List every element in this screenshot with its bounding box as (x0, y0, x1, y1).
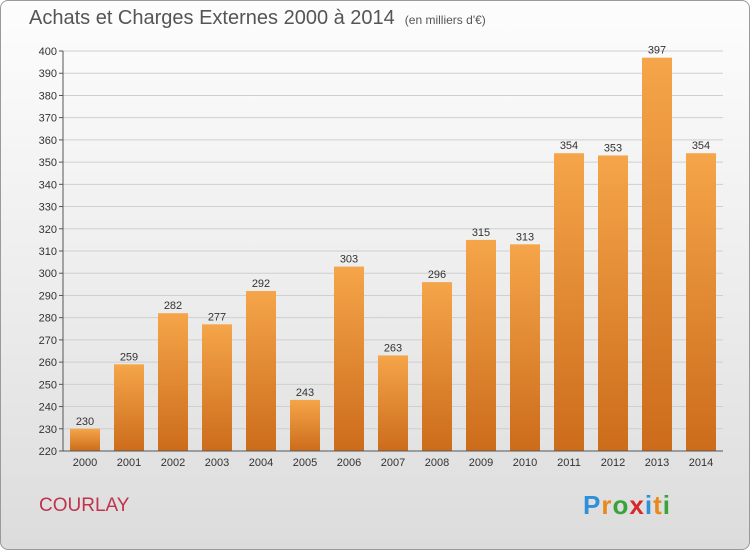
bar[interactable] (378, 355, 408, 451)
bar[interactable] (422, 282, 452, 451)
y-tick-label: 260 (39, 357, 57, 369)
y-tick-label: 340 (39, 179, 57, 191)
x-tick-label: 2014 (689, 457, 713, 469)
bars (70, 57, 716, 452)
data-label: 230 (76, 416, 94, 428)
y-tick-label: 250 (39, 379, 57, 391)
logo-letter: P (583, 490, 602, 520)
bar[interactable] (114, 364, 144, 451)
data-label: 315 (472, 227, 490, 239)
x-tick-label: 2009 (469, 457, 493, 469)
data-label: 277 (208, 311, 226, 323)
y-tick-label: 270 (39, 335, 57, 347)
chart-unit-note: (en milliers d'€) (404, 13, 486, 27)
data-label: 282 (164, 300, 182, 312)
bar[interactable] (554, 153, 584, 451)
bar[interactable] (202, 324, 232, 451)
x-tick-label: 2005 (293, 457, 317, 469)
y-tick-label: 330 (39, 202, 57, 214)
y-tick-label: 280 (39, 313, 57, 325)
bar[interactable] (290, 399, 320, 451)
bar[interactable] (334, 266, 364, 451)
y-tick-label: 240 (39, 402, 57, 414)
x-tick-label: 2008 (425, 457, 449, 469)
y-axis: 220 230 240 250 260 270 280 290 300 310 320 330 340 3… (39, 46, 64, 458)
chart-title: Achats et Charges Externes 2000 à 2014 (e… (29, 7, 486, 30)
logo-letter: i (644, 490, 654, 520)
x-tick-label: 2004 (249, 457, 273, 469)
y-tick-label: 390 (39, 68, 57, 80)
chart-title-text: Achats et Charges Externes 2000 à 2014 (29, 7, 395, 29)
x-tick-label: 2013 (645, 457, 669, 469)
y-tick-label: 300 (39, 268, 57, 280)
bar[interactable] (598, 155, 628, 451)
x-tick-label: 2001 (117, 457, 141, 469)
logo-letter: t (653, 490, 663, 520)
data-label: 397 (648, 45, 666, 57)
bar[interactable] (70, 428, 100, 451)
logo-letter: i (662, 490, 671, 520)
x-tick-label: 2007 (381, 457, 405, 469)
data-label: 296 (428, 269, 446, 281)
data-label: 354 (560, 140, 578, 152)
x-tick-label: 2010 (513, 457, 537, 469)
y-tick-label: 350 (39, 157, 57, 169)
y-tick-label: 310 (39, 246, 57, 258)
x-tick-label: 2011 (557, 457, 581, 469)
y-tick-label: 230 (39, 424, 57, 436)
bar-chart: 220 230 240 250 260 270 280 290 300 310 320 330 340 3… (39, 45, 723, 469)
x-tick-label: 2006 (337, 457, 361, 469)
data-label: 292 (252, 278, 270, 290)
logo-letter: r (601, 490, 613, 520)
data-label: 263 (384, 342, 402, 354)
proxiti-logo[interactable]: Proxiti (583, 490, 671, 521)
x-tick-label: 2002 (161, 457, 185, 469)
bar[interactable] (510, 244, 540, 451)
logo-letter: x (629, 490, 645, 520)
y-tick-label: 370 (39, 113, 57, 125)
bar[interactable] (158, 313, 188, 451)
data-label: 259 (120, 351, 138, 363)
y-tick-label: 380 (39, 90, 57, 102)
data-labels: 230 259 282 277 292 243 303 263 296 315 313 354 353 3… (76, 45, 710, 428)
bar[interactable] (642, 57, 672, 452)
y-tick-label: 400 (39, 46, 57, 58)
bar[interactable] (466, 239, 496, 451)
logo-letter: o (612, 490, 630, 520)
data-label: 243 (296, 387, 314, 399)
data-label: 303 (340, 254, 358, 266)
data-label: 353 (604, 142, 622, 154)
data-label: 354 (692, 140, 710, 152)
y-tick-label: 320 (39, 224, 57, 236)
x-tick-label: 2012 (601, 457, 625, 469)
y-tick-label: 290 (39, 290, 57, 302)
x-tick-label: 2003 (205, 457, 229, 469)
x-axis: 2000 2001 2002 2003 2004 2005 2006 2007 2008 2009… (63, 450, 723, 469)
commune-name: COURLAY (39, 495, 130, 516)
x-tick-label: 2000 (73, 457, 97, 469)
bar[interactable] (686, 153, 716, 451)
y-tick-label: 220 (39, 446, 57, 458)
bar[interactable] (246, 291, 276, 451)
y-tick-label: 360 (39, 135, 57, 147)
data-label: 313 (516, 231, 534, 243)
